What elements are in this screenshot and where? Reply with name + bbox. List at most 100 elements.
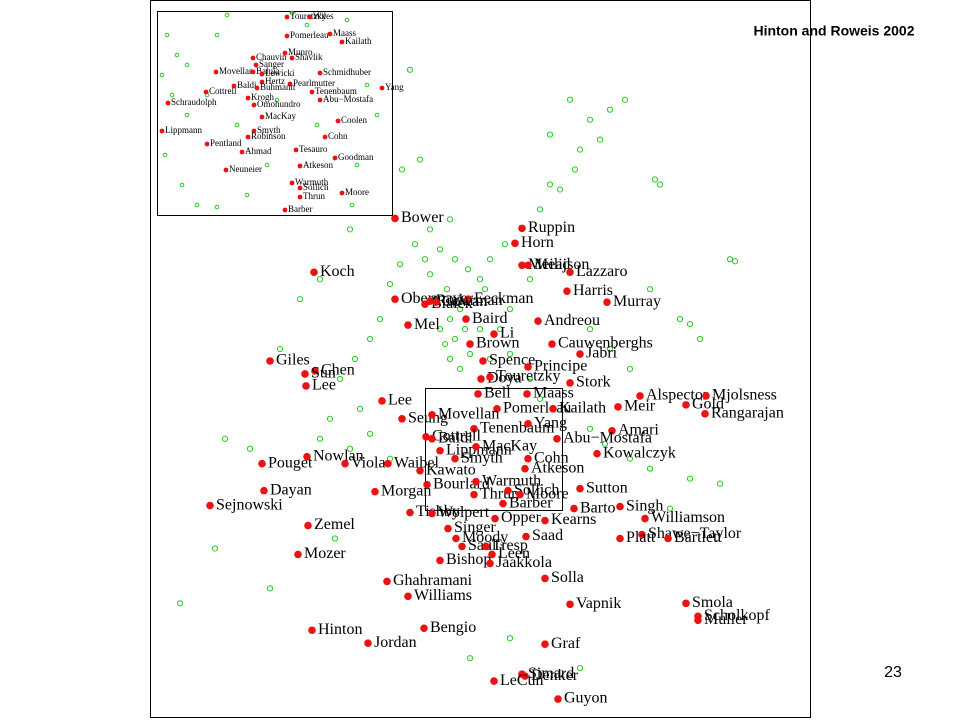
point [536,395,544,402]
point [289,55,295,61]
point [259,71,265,77]
point-label: Bartlett [674,529,723,546]
point-label: MacKay [482,437,537,454]
point [646,465,654,472]
point [284,14,290,20]
point [406,66,414,73]
point-label: Williamson [651,509,725,526]
point [293,147,299,153]
point [384,459,392,468]
point-label: Muller [704,611,748,628]
point [616,534,624,543]
point [451,454,459,463]
point [476,276,484,283]
point [566,379,574,387]
point [496,325,504,333]
point [451,256,459,263]
point-label: Bialek [431,295,473,312]
point [176,600,184,607]
point [586,425,594,432]
point [322,134,328,140]
point-label: Sollich [514,481,559,498]
point [576,350,584,358]
point [518,261,526,270]
point-label: Bishop [446,551,491,568]
point-label: Omohundro [257,99,301,109]
point-label: Buhmann [260,82,295,92]
point-label: Cowan [442,293,487,310]
point [259,79,265,85]
point [383,577,391,586]
point [606,345,614,353]
point [159,128,165,134]
point [436,556,444,565]
point [420,624,428,633]
point [311,367,319,375]
point [436,446,444,455]
point [304,22,310,28]
point [682,599,690,608]
point [470,425,478,433]
point-label: Abu−Mostafa [563,429,652,446]
point [184,112,190,118]
point-label: Guyon [564,690,608,707]
point [452,534,460,543]
point-label: LeCun [500,672,544,689]
point-label: Ahmad [245,146,272,156]
point-label: Baldi [438,429,473,446]
point [490,677,498,685]
point-label: Bower [401,209,444,226]
point [287,81,293,87]
point [276,345,284,353]
point-label: Movellan [219,66,254,76]
point-label: Mozer [304,545,346,562]
point-label: Goodman [338,152,374,162]
point [274,97,280,103]
point [479,357,487,365]
page-number: 23 [884,664,902,681]
point [593,449,601,458]
point-label: Hinton [318,621,362,638]
point [522,532,530,541]
point-label: Abu−Mostafa [323,94,373,104]
point [443,286,451,293]
point [521,464,529,473]
point [616,502,624,511]
point-label: Baird [472,310,508,327]
point [603,298,611,306]
point-label: Sanger [259,59,284,69]
point [297,163,303,169]
point [214,204,220,210]
point [436,246,444,253]
point [626,455,634,462]
point-label: Simard [528,665,574,682]
point-label: Lippmann [165,125,202,135]
point-label: Maass [533,385,574,402]
point [301,370,309,378]
point-label: Li [500,325,515,342]
point [386,281,394,288]
point-label: Schraudolph [171,97,217,107]
point-label: Dayan [270,481,312,498]
point [391,295,399,303]
point [462,315,470,323]
point-label: Horn [521,234,554,251]
point [470,490,478,499]
point [339,39,345,45]
point-label: Moore [345,187,369,197]
point-label: Yang [534,414,567,431]
point-label: Viola [351,454,386,471]
point [456,365,464,373]
point [159,72,165,78]
point [541,574,549,583]
point-label: Lazzaro [576,263,628,280]
point [523,390,531,398]
point [164,32,170,38]
point-label: Mjolsness [712,387,777,404]
point-label: Bengio [430,619,476,636]
point-label: MacKay [265,111,296,121]
point [436,325,444,333]
point-label: Ghahramani [393,572,473,589]
point [421,300,429,308]
